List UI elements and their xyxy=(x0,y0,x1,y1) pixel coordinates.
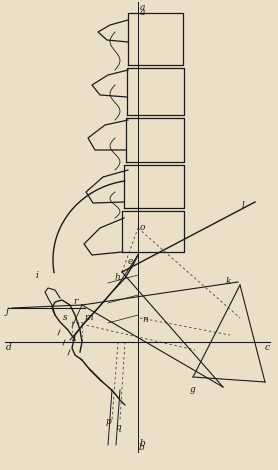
Text: l: l xyxy=(242,202,245,211)
Text: e: e xyxy=(128,258,133,266)
Text: i: i xyxy=(35,271,38,280)
Text: s: s xyxy=(63,313,68,322)
Text: r: r xyxy=(74,298,78,306)
Text: m: m xyxy=(84,313,93,322)
Text: b: b xyxy=(140,439,146,448)
Text: n: n xyxy=(142,315,148,324)
Text: d: d xyxy=(6,344,12,352)
Text: p: p xyxy=(105,417,111,426)
Text: g: g xyxy=(190,385,196,394)
Text: a: a xyxy=(140,8,145,17)
Text: k: k xyxy=(226,277,232,287)
Text: o: o xyxy=(140,224,145,233)
Text: c: c xyxy=(265,344,270,352)
Text: a: a xyxy=(140,3,145,13)
Text: q: q xyxy=(115,423,121,432)
Text: j: j xyxy=(5,307,8,316)
Text: b: b xyxy=(139,444,145,453)
Text: h: h xyxy=(114,274,120,282)
